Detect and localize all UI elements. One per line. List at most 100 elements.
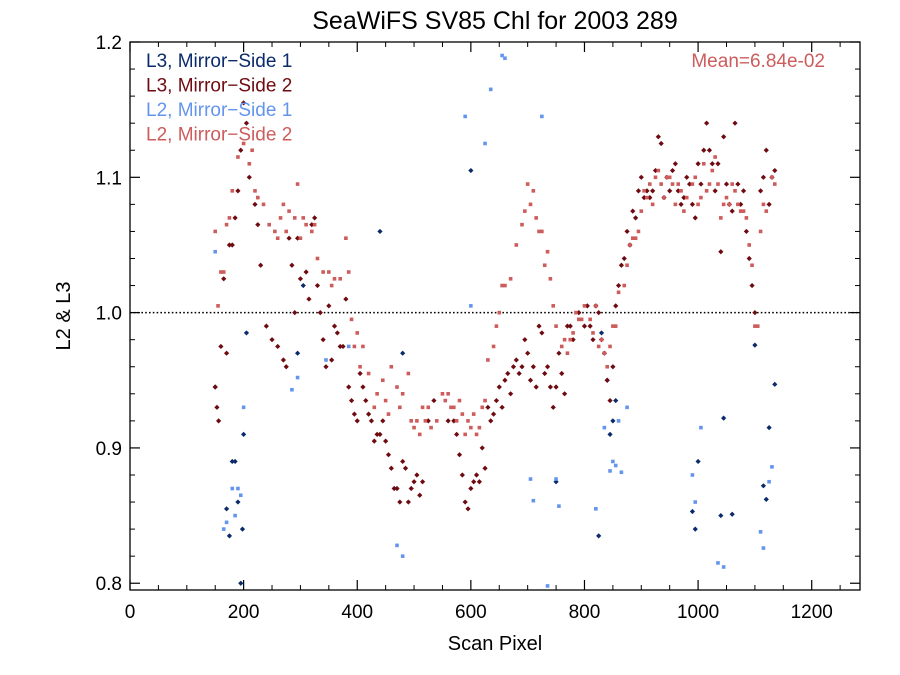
data-point [454,431,460,437]
y-tick-label: 0.9 [96,439,122,460]
data-point [332,276,337,281]
data-point [772,167,778,174]
data-point [616,419,621,423]
data-point [530,364,536,370]
data-point [398,405,402,410]
data-point [250,148,254,153]
data-point [400,350,406,356]
data-point [415,419,419,423]
data-point [766,201,772,207]
data-point [721,415,727,421]
data-point [485,404,491,410]
data-point [246,174,252,180]
data-point [618,262,625,268]
data-point [531,189,536,193]
data-point [321,270,325,274]
data-point [701,161,706,166]
data-point [420,405,425,410]
data-point [635,188,642,194]
data-point [223,506,230,512]
data-point [375,392,379,396]
data-point [443,398,448,403]
data-point [346,344,351,349]
data-point [727,202,732,207]
data-point [665,175,669,180]
data-point [591,331,595,335]
data-point [462,499,468,505]
data-point [400,554,405,558]
data-point [452,405,456,410]
data-point [559,370,565,377]
x-tick-label: 200 [228,602,260,623]
data-point [733,189,737,193]
data-point [358,364,362,369]
series-1 [212,167,778,586]
data-point [547,384,553,390]
data-point [548,276,553,281]
data-point [374,431,380,437]
data-point [486,358,490,362]
data-point [243,120,250,126]
data-point [226,533,233,539]
data-point [238,493,243,498]
data-point [690,182,695,186]
data-point [554,324,558,328]
data-point [236,155,240,159]
data-point [730,182,734,186]
data-point [596,344,601,349]
data-point [650,202,655,207]
data-point [395,543,399,548]
data-point [763,496,769,502]
data-point [290,387,294,392]
data-point [514,243,519,247]
data-point [329,357,335,363]
data-point [230,486,235,491]
data-point [645,195,649,200]
data-point [582,304,587,308]
data-point [519,364,525,370]
data-point [533,384,539,390]
data-point [650,188,656,194]
data-point [252,201,258,207]
data-point [263,323,269,329]
data-point [402,465,409,471]
data-point [693,500,698,504]
data-point [508,391,514,397]
data-point [672,161,678,167]
data-point [525,350,531,356]
data-point [667,188,673,194]
data-point [648,182,652,186]
data-point [690,473,695,477]
data-point [232,215,238,221]
data-point [219,270,223,274]
data-point [576,310,582,316]
data-point [465,506,471,512]
data-point [760,174,767,180]
legend-entry-2: L3, Mirror−Side 2 [146,76,292,97]
data-point [261,202,266,207]
data-point [667,175,672,180]
data-point [621,255,627,262]
data-point [363,397,369,404]
data-point [243,330,250,336]
data-point [297,276,304,282]
data-point [224,222,229,227]
data-point [630,208,636,214]
data-point [306,296,312,302]
data-point [557,504,561,508]
data-point [412,425,416,430]
data-point [303,269,309,275]
data-point [764,209,769,213]
data-point [760,483,767,489]
data-point [653,175,658,180]
data-point [275,236,280,240]
data-point [273,229,277,234]
data-point [682,209,686,213]
data-point [483,398,487,403]
data-point [516,370,522,377]
data-point [454,419,459,423]
data-point [386,412,391,416]
data-point [473,472,480,478]
data-point [247,161,252,166]
data-point [747,243,752,247]
